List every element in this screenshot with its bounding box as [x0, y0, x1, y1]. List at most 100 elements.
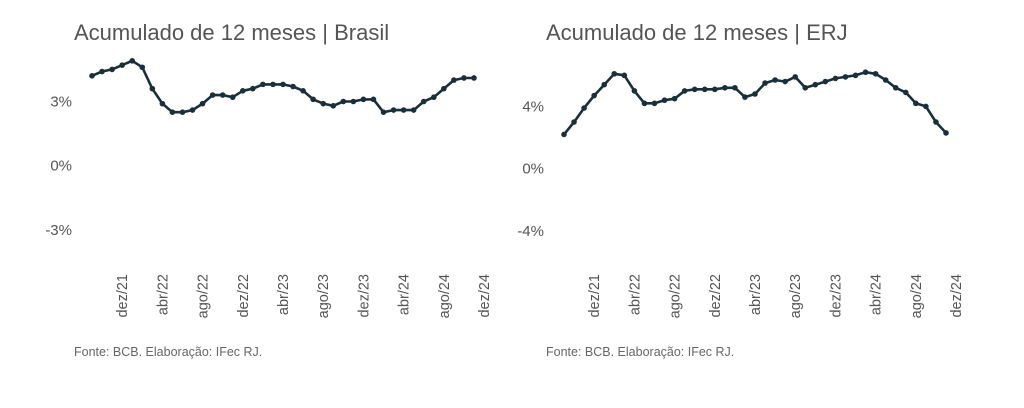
x-tick-label: ago/22 — [196, 274, 212, 318]
data-point — [179, 109, 186, 115]
data-point — [320, 100, 327, 107]
data-point — [852, 72, 859, 79]
data-point — [471, 75, 477, 81]
data-point — [350, 98, 357, 105]
data-point — [169, 109, 176, 115]
data-point — [189, 107, 196, 113]
x-tick-label: ago/24 — [909, 274, 925, 318]
x-tick-label: ago/23 — [316, 274, 332, 318]
data-point — [229, 94, 236, 101]
x-tick-label: ago/24 — [437, 274, 453, 318]
data-point — [270, 81, 276, 88]
data-point — [792, 74, 799, 80]
x-tick-label: abr/24 — [397, 274, 413, 315]
x-tick-label: ago/23 — [788, 274, 804, 318]
y-tick-label: 4% — [522, 98, 544, 115]
data-point — [370, 96, 377, 103]
data-point — [461, 75, 467, 81]
data-point — [300, 88, 306, 94]
data-point — [943, 130, 949, 136]
data-point — [661, 97, 668, 104]
line-chart-erj: 4% 0% -4% dez/21 abr/22 ago/22 dez/22 abr/23 ago… — [517, 69, 965, 318]
x-tick-label: dez/24 — [949, 274, 965, 318]
data-point — [581, 105, 587, 111]
data-point — [199, 100, 206, 107]
data-point — [571, 119, 577, 125]
data-point — [772, 77, 778, 83]
data-point — [681, 88, 688, 94]
data-point — [119, 62, 125, 68]
data-point — [330, 102, 337, 109]
data-point — [862, 69, 869, 76]
data-point — [310, 96, 316, 103]
data-point — [209, 92, 216, 98]
x-tick-label: dez/21 — [587, 274, 603, 318]
x-tick-label: dez/23 — [828, 274, 844, 318]
data-point — [410, 107, 417, 113]
data-point — [280, 81, 286, 88]
data-point — [802, 84, 809, 91]
data-point — [782, 78, 788, 85]
data-point — [832, 75, 839, 82]
x-tick-label: abr/22 — [155, 274, 171, 315]
x-tick-label: dez/21 — [115, 274, 131, 318]
data-point — [892, 84, 899, 91]
chart-title: Acumulado de 12 meses | ERJ — [546, 20, 848, 45]
data-point — [671, 95, 678, 102]
data-point — [882, 77, 889, 83]
chart-source-note: Fonte: BCB. Elaboração: IFec RJ. — [74, 345, 263, 359]
x-tick-label: abr/24 — [869, 274, 885, 315]
x-tick-label: dez/23 — [356, 274, 372, 318]
data-point — [451, 77, 457, 83]
data-point — [380, 109, 387, 115]
chart-title: Acumulado de 12 meses | Brasil — [74, 20, 390, 45]
data-point — [711, 86, 718, 93]
y-tick-label: 0% — [522, 161, 544, 178]
x-tick-label: dez/22 — [708, 274, 724, 318]
data-point — [742, 94, 748, 100]
data-point — [139, 64, 146, 71]
data-point — [400, 107, 407, 113]
data-point — [89, 73, 95, 79]
x-tick-label: abr/23 — [276, 274, 292, 315]
x-tick-label: dez/22 — [236, 274, 252, 318]
data-point — [219, 92, 226, 98]
chart-panel-brasil: Acumulado de 12 meses | Brasil 3% 0% -3% de… — [30, 0, 502, 408]
data-point — [99, 68, 105, 75]
data-point — [149, 85, 156, 92]
data-point — [561, 131, 567, 138]
y-tick-label: -4% — [517, 223, 544, 240]
y-tick-label: -3% — [45, 222, 72, 239]
data-point — [842, 74, 849, 80]
y-tick-label: 0% — [50, 158, 72, 175]
data-point — [641, 100, 648, 107]
data-point — [601, 81, 608, 88]
data-point — [762, 80, 768, 86]
data-point — [239, 88, 246, 94]
data-point — [591, 92, 597, 99]
chart-panel-erj: Acumulado de 12 meses | ERJ 4% 0% -4% dez/2… — [502, 0, 974, 408]
data-point — [933, 119, 939, 125]
data-point — [902, 89, 909, 96]
data-point — [691, 86, 698, 93]
data-point — [611, 70, 618, 77]
data-point — [872, 70, 879, 77]
data-point — [923, 103, 929, 110]
data-point — [159, 100, 166, 107]
data-point — [752, 91, 758, 97]
data-point — [109, 66, 115, 73]
data-point — [822, 78, 829, 85]
data-point — [913, 100, 919, 107]
data-point — [430, 94, 437, 101]
data-point — [732, 84, 738, 91]
x-tick-label: abr/23 — [748, 274, 764, 315]
chart-source-note: Fonte: BCB. Elaboração: IFec RJ. — [546, 345, 735, 359]
line-chart-brasil: 3% 0% -3% dez/21 abr/22 ago/22 dez/22 abr/23 ago… — [45, 58, 493, 318]
data-point — [812, 81, 819, 88]
data-point — [250, 85, 256, 92]
data-point — [722, 84, 728, 91]
data-point — [390, 107, 397, 113]
x-tick-label: ago/22 — [668, 274, 684, 318]
data-point — [441, 85, 447, 92]
y-tick-label: 3% — [50, 94, 72, 111]
